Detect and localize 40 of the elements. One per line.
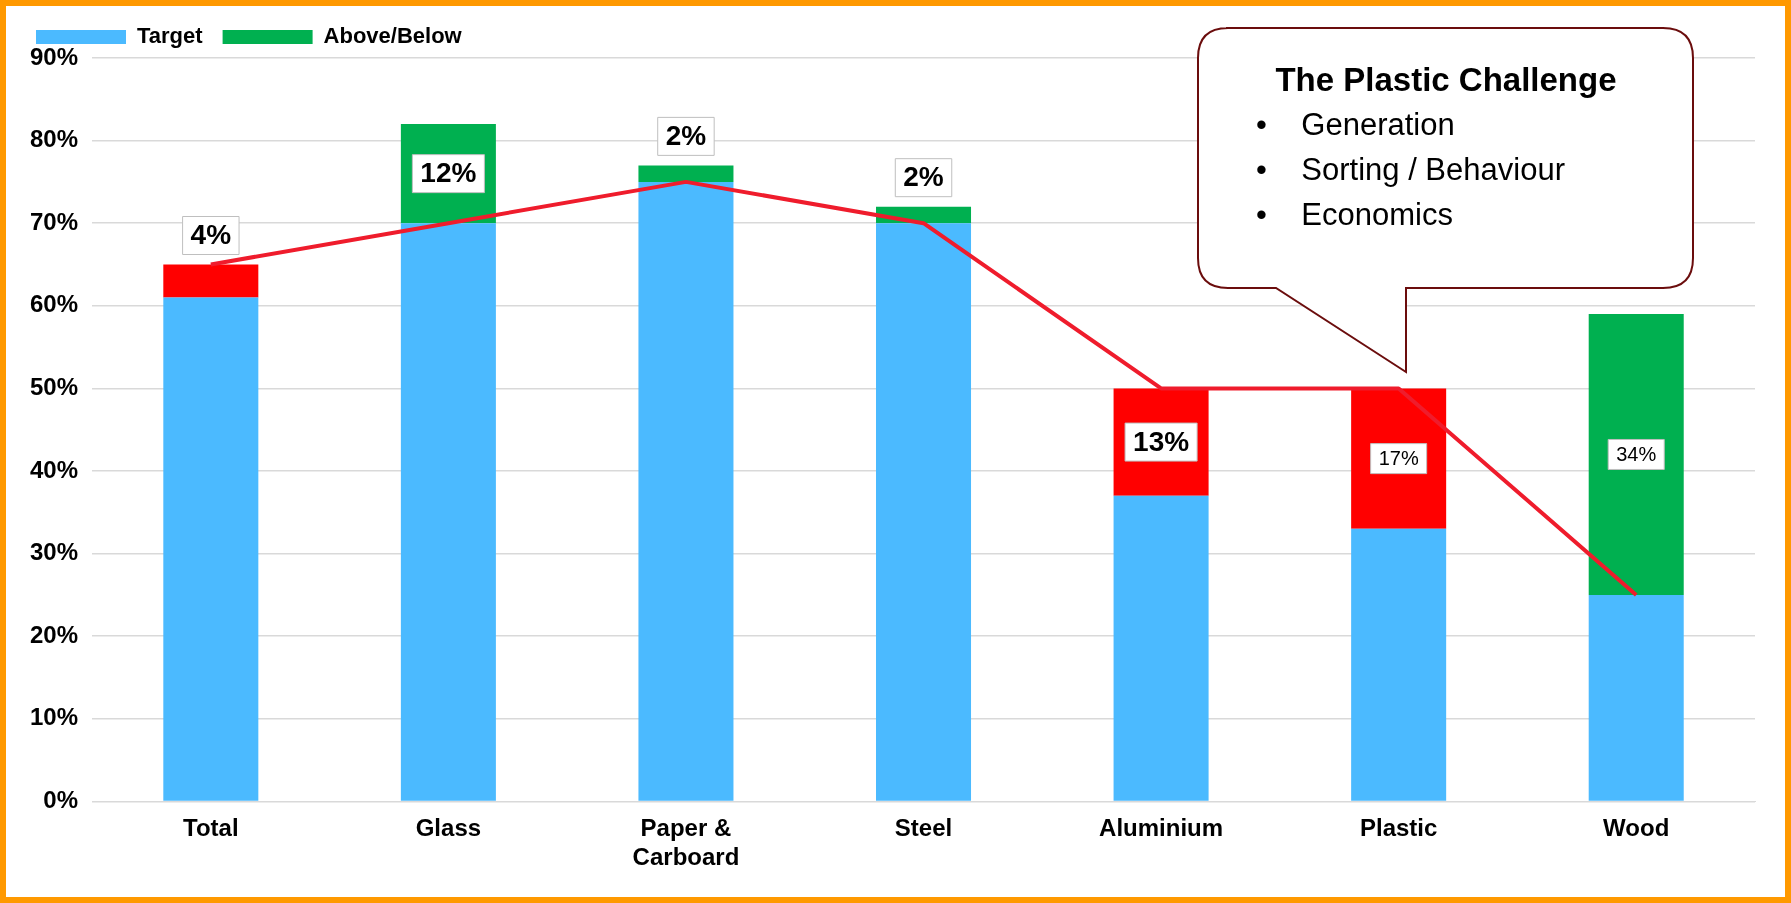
data-label: 13%	[1133, 425, 1190, 457]
bar	[400, 223, 496, 801]
y-tick-label: 30%	[29, 538, 79, 566]
y-tick-label: 90%	[29, 42, 79, 70]
bar	[1588, 594, 1684, 801]
data-label: 4%	[190, 219, 232, 251]
bar	[638, 165, 734, 182]
x-tick-label: Total	[183, 814, 239, 842]
data-label: 17%	[1378, 447, 1419, 470]
bar	[1113, 495, 1209, 801]
y-tick-label: 40%	[29, 455, 79, 483]
annotation: The Plastic Challenge	[1274, 60, 1618, 100]
legend-label: Above/Below	[323, 23, 463, 49]
data-label: 2%	[665, 120, 707, 152]
data-label: 2%	[903, 161, 944, 193]
x-tick-label: Paper & Carboard	[632, 814, 740, 871]
y-tick-label: 20%	[29, 620, 79, 648]
y-tick-label: 80%	[29, 125, 79, 153]
bar	[876, 223, 972, 801]
x-tick-label: Wood	[1603, 814, 1670, 842]
y-tick-label: 0%	[43, 786, 79, 814]
data-label: 34%	[1616, 443, 1657, 465]
annotation: • Sorting / Behaviour	[1255, 151, 1566, 189]
annotation: • Generation	[1255, 106, 1456, 144]
bar	[638, 181, 734, 801]
annotation: • Economics	[1255, 196, 1454, 234]
x-tick-label: Glass	[415, 814, 482, 842]
x-tick-label: Steel	[894, 814, 953, 842]
bar	[163, 297, 259, 801]
legend-label: Target	[137, 23, 204, 49]
bar	[1588, 314, 1684, 595]
x-tick-label: Aluminium	[1099, 814, 1224, 842]
data-label: 12%	[420, 157, 477, 189]
bar	[1351, 528, 1447, 801]
y-tick-label: 10%	[29, 703, 79, 731]
bar	[163, 264, 259, 298]
x-tick-label: Plastic	[1359, 814, 1438, 842]
y-tick-label: 50%	[29, 373, 79, 401]
y-tick-label: 70%	[29, 207, 79, 235]
y-tick-label: 60%	[29, 290, 79, 318]
